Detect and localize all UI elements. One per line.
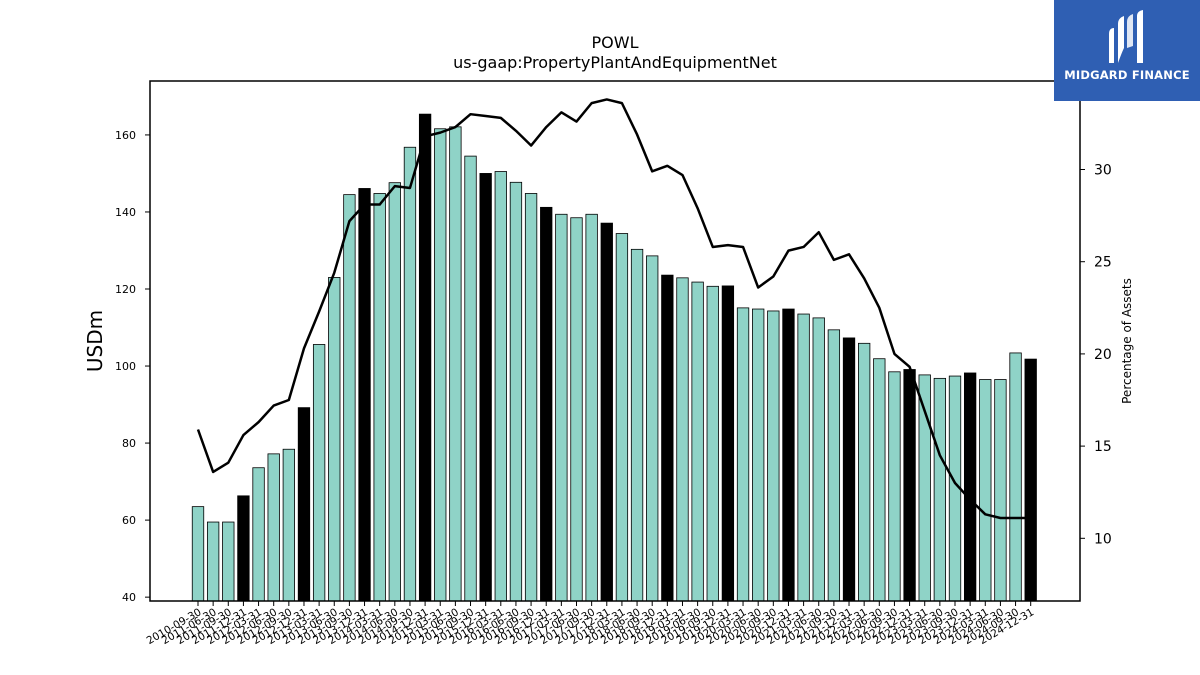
bar-2019-06-30 <box>706 285 719 602</box>
bar-2024-12-31 <box>1024 358 1037 602</box>
bar-2016-03-31 <box>509 181 523 602</box>
y-tick-label: 60 <box>122 514 136 527</box>
bar-2016-09-30 <box>540 206 553 602</box>
bar-2012-03-31 <box>267 453 280 602</box>
bar-2014-09-30 <box>418 113 432 602</box>
bar-2013-03-31 <box>328 277 341 602</box>
bar-2018-12-31 <box>676 277 689 602</box>
bar-2015-12-31 <box>494 171 507 602</box>
y-tick-label: 140 <box>115 206 136 219</box>
pct-assets-line <box>196 98 1031 520</box>
y-tick-label: 160 <box>115 129 136 142</box>
y-tick-label: 80 <box>122 437 136 450</box>
y2-tick-label: 15 <box>1094 439 1112 455</box>
bar-2017-09-30 <box>600 222 613 602</box>
bar-2017-06-30 <box>585 213 598 602</box>
bar-2023-09-30 <box>963 372 977 602</box>
y2-tick-label: 10 <box>1094 531 1112 547</box>
logo-mark-icon <box>1109 10 1143 63</box>
bar-2022-06-30 <box>888 371 901 602</box>
y-tick-label: 120 <box>115 283 136 296</box>
bar-2014-06-30 <box>403 146 417 602</box>
bar-2015-06-30 <box>464 155 477 602</box>
x-axis: 2010-09-302011-06-302011-09-302011-12-31… <box>145 601 1036 647</box>
bar-2023-12-31 <box>979 379 992 602</box>
bar-2013-06-30 <box>343 194 356 602</box>
bar-2010-12-31 <box>206 521 220 602</box>
chart-subtitle: us-gaap:PropertyPlantAndEquipmentNet <box>453 53 777 72</box>
y-tick-label: 40 <box>122 591 136 604</box>
bar-2019-03-31 <box>691 281 704 602</box>
bar-2012-09-30 <box>297 407 311 602</box>
bar-2016-06-30 <box>524 193 538 602</box>
bar-2022-03-31 <box>873 358 886 602</box>
y-axis: 40 60 80 100 120 140 160 <box>115 129 150 604</box>
bar-2015-03-31 <box>449 126 462 602</box>
y2-tick-label: 25 <box>1094 255 1112 271</box>
bar-2024-03-31 <box>994 379 1007 602</box>
bar-2021-09-30 <box>842 337 856 602</box>
bar-2020-12-31 <box>797 313 810 602</box>
bar-2021-12-31 <box>858 342 871 602</box>
bar-2011-12-31 <box>252 467 265 602</box>
brand-logo: MIDGARD FINANCE <box>1054 0 1200 101</box>
line-group <box>196 98 1031 520</box>
bar-2020-06-30 <box>767 310 780 602</box>
bar-2013-12-31 <box>373 193 386 602</box>
bar-2018-09-30 <box>661 274 674 602</box>
bar-2021-03-31 <box>812 317 825 602</box>
y-tick-label: 100 <box>115 360 136 373</box>
bar-2023-03-31 <box>933 377 947 602</box>
bar-2024-06-30 <box>1009 352 1022 602</box>
bar-2012-06-30 <box>282 448 295 602</box>
y2-axis-label: Percentage of Assets <box>1120 278 1134 404</box>
bar-2017-03-31 <box>570 217 583 602</box>
bar-2015-09-30 <box>479 173 492 602</box>
bar-2019-09-30 <box>721 285 735 602</box>
bar-2018-03-31 <box>630 248 644 602</box>
bar-2010-09-30 <box>191 506 205 602</box>
bar-2016-12-31 <box>555 213 568 602</box>
bar-2019-12-31 <box>736 307 750 602</box>
bar-2013-09-30 <box>358 188 371 602</box>
bar-2014-12-31 <box>434 128 447 602</box>
bar-2011-03-31 <box>222 521 235 602</box>
bar-2012-12-31 <box>312 344 326 602</box>
bar-group <box>191 113 1037 602</box>
brand-name: MIDGARD FINANCE <box>1064 68 1190 82</box>
y2-tick-label: 30 <box>1094 163 1112 179</box>
bar-2020-09-30 <box>782 308 795 602</box>
bar-2020-03-31 <box>752 308 765 602</box>
bar-2014-03-31 <box>388 182 401 602</box>
chart-title: POWL <box>592 33 639 52</box>
bar-2011-09-30 <box>237 495 250 602</box>
y-axis-label: USDm <box>83 310 107 372</box>
bar-2022-09-30 <box>903 369 916 602</box>
y2-tick-label: 20 <box>1094 347 1112 363</box>
plot-frame <box>149 80 1081 602</box>
y2-axis: 10 15 20 25 30 <box>1080 163 1112 547</box>
bar-2017-12-31 <box>615 233 629 602</box>
bar-2018-06-30 <box>646 255 659 602</box>
bar-2021-06-30 <box>827 329 841 602</box>
